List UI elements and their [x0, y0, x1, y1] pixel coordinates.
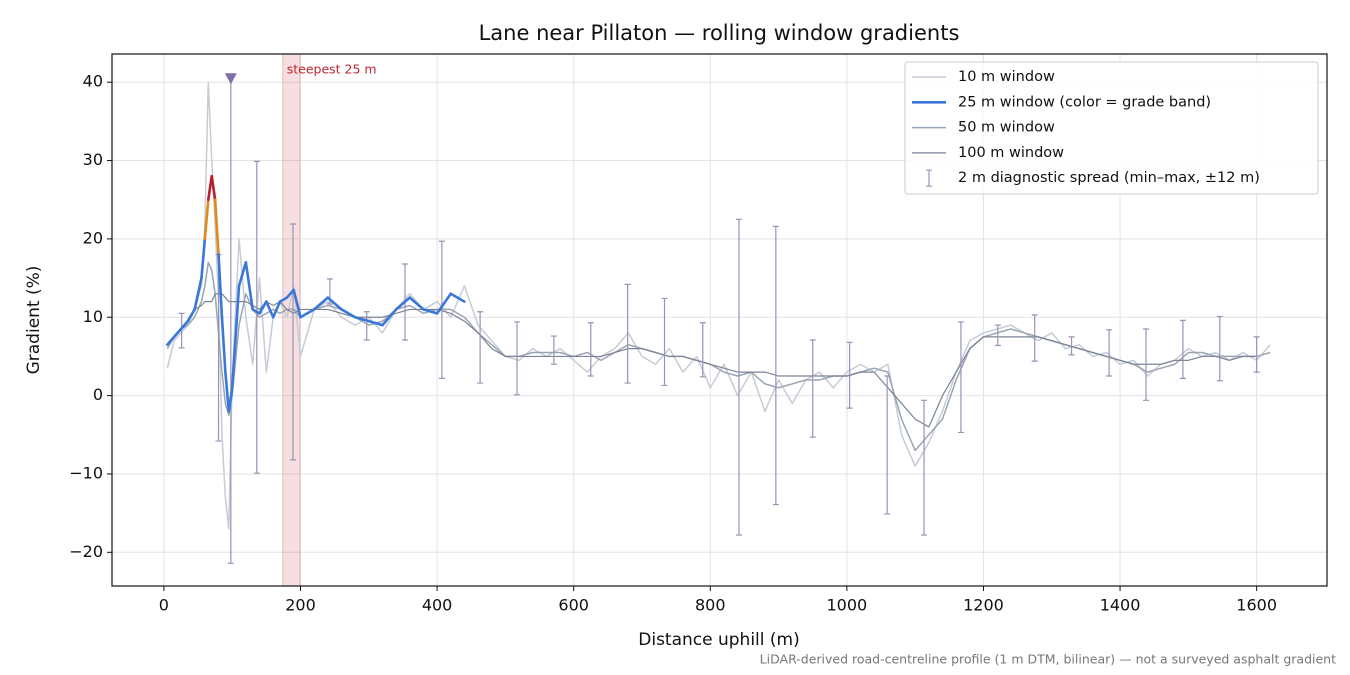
line-segment: [210, 174, 217, 202]
line-segment: [179, 319, 190, 331]
legend-label: 10 m window: [958, 69, 1055, 85]
error-bar: [884, 375, 891, 515]
error-bar: [289, 223, 296, 461]
line-segment: [326, 296, 343, 311]
error-bar: [994, 324, 1001, 347]
line-segment: [408, 296, 425, 311]
x-tick-label: 1600: [1236, 596, 1277, 615]
line-segment: [186, 308, 196, 323]
y-tick-label: 40: [83, 72, 103, 91]
error-bar: [1068, 336, 1075, 356]
x-tick-label: 400: [422, 596, 453, 615]
error-bar: [587, 322, 594, 377]
line-segment: [435, 292, 453, 315]
line-segment: [394, 296, 412, 311]
line-segment: [381, 308, 398, 327]
line-segment: [227, 386, 234, 413]
y-tick-label: 30: [83, 150, 103, 169]
legend-label: 100 m window: [958, 145, 1064, 161]
error-bar: [624, 283, 631, 384]
plot-frame: [111, 53, 1328, 587]
line-segment: [224, 370, 231, 413]
line-segment: [353, 315, 371, 323]
error-bar: [178, 312, 185, 349]
line-segment: [285, 288, 295, 299]
error-bar: [921, 399, 928, 536]
line-segment: [217, 253, 224, 319]
error-bar: [809, 339, 816, 438]
error-bar: [1031, 314, 1038, 362]
error-bar: [1253, 336, 1260, 373]
line-segment: [340, 308, 357, 319]
legend-label: 25 m window (color = grade band): [958, 94, 1211, 110]
legend-box: [904, 61, 1319, 195]
line-segment: [292, 288, 302, 319]
x-tick-label: 600: [558, 596, 589, 615]
error-bar: [1216, 315, 1223, 382]
line-segment: [172, 327, 183, 339]
line-segment: [422, 308, 439, 315]
line-segment: [299, 308, 316, 319]
line-segment: [230, 284, 241, 390]
line-segment: [258, 300, 268, 315]
line-segment: [244, 261, 254, 311]
chart-title: Lane near Pillaton — rolling window grad…: [479, 21, 960, 45]
footnote: LiDAR-derived road-centreline profile (1…: [760, 652, 1336, 667]
legend-swatch: [926, 169, 932, 187]
legend: 10 m window 25 m window (color = grade ba…: [904, 61, 1319, 195]
x-tick-label: 800: [695, 596, 726, 615]
legend-label: 50 m window: [958, 120, 1055, 136]
x-tick-label: 1200: [963, 596, 1004, 615]
legend-label: 2 m diagnostic spread (min–max, ±12 m): [958, 170, 1260, 186]
x-tick-label: 0: [159, 596, 169, 615]
line-segment: [265, 300, 275, 319]
x-tick-label: 200: [285, 596, 316, 615]
x-tick-label: 1000: [827, 596, 868, 615]
error-bar: [550, 335, 557, 365]
error-bar: [957, 321, 964, 434]
line-segment: [271, 300, 282, 319]
line-segment: [213, 198, 220, 256]
error-bar: [438, 240, 445, 379]
line-segment: [312, 296, 330, 311]
y-tick-label: 0: [93, 385, 103, 404]
error-bar: [661, 297, 668, 387]
line-segment: [200, 237, 207, 280]
y-axis-label: Gradient (%): [24, 266, 44, 375]
y-tick-label: −20: [69, 542, 103, 561]
line-segment: [203, 198, 210, 241]
error-bar: [1106, 329, 1113, 377]
x-axis-label: Distance uphill (m): [638, 630, 799, 650]
line: [166, 81, 1271, 530]
error-bar: [846, 341, 853, 409]
error-bar: [363, 311, 370, 341]
line-segment: [166, 335, 176, 346]
error-bar: [477, 311, 484, 384]
error-bar: [1179, 319, 1186, 379]
line-segment: [251, 308, 261, 315]
error-bar: [699, 322, 706, 378]
y-tick-label: 20: [83, 228, 103, 247]
line-segment: [237, 261, 248, 288]
line-segment: [367, 319, 384, 327]
error-bar: [772, 225, 779, 506]
line-segment: [278, 296, 289, 303]
x-tick-label: 1400: [1100, 596, 1141, 615]
line-segment: [449, 292, 466, 303]
error-bar: [253, 160, 260, 474]
peak-marker: [224, 73, 237, 85]
error-bar: [514, 321, 520, 396]
y-tick-label: 10: [83, 307, 103, 326]
error-bar: [1143, 328, 1150, 401]
steepest-label: steepest 25 m: [287, 62, 377, 77]
line-segment: [220, 315, 227, 374]
error-bar: [735, 218, 742, 536]
line-segment: [193, 276, 203, 311]
y-tick-label: −10: [69, 463, 103, 482]
